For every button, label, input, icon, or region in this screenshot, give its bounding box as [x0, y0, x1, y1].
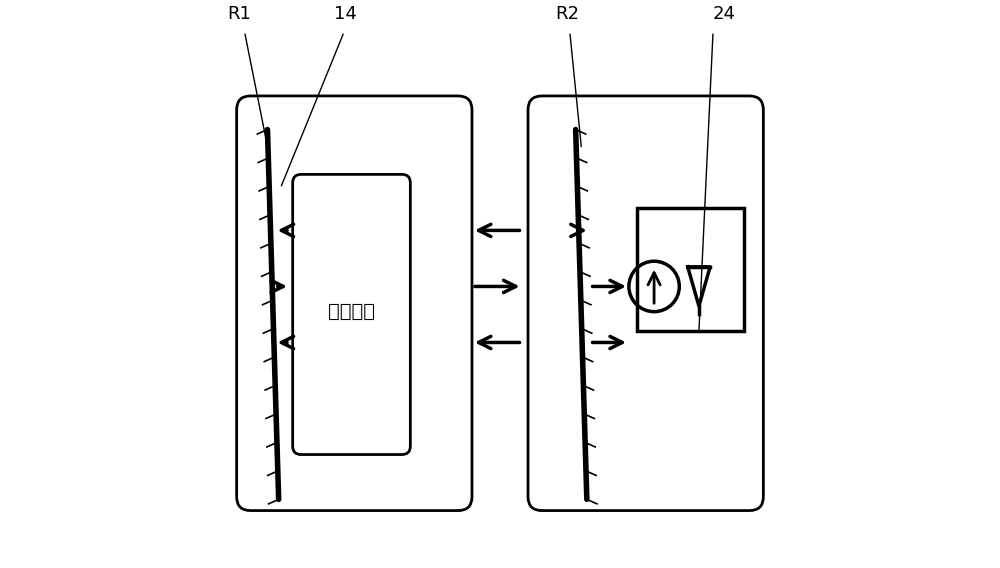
Bar: [637, 208, 744, 331]
Text: 24: 24: [713, 5, 736, 23]
FancyBboxPatch shape: [237, 96, 472, 511]
Text: 14: 14: [334, 5, 357, 23]
FancyBboxPatch shape: [293, 174, 410, 454]
Text: 增益介质: 增益介质: [328, 302, 375, 321]
FancyBboxPatch shape: [528, 96, 763, 511]
Text: R2: R2: [555, 5, 579, 23]
Text: R1: R1: [228, 5, 251, 23]
